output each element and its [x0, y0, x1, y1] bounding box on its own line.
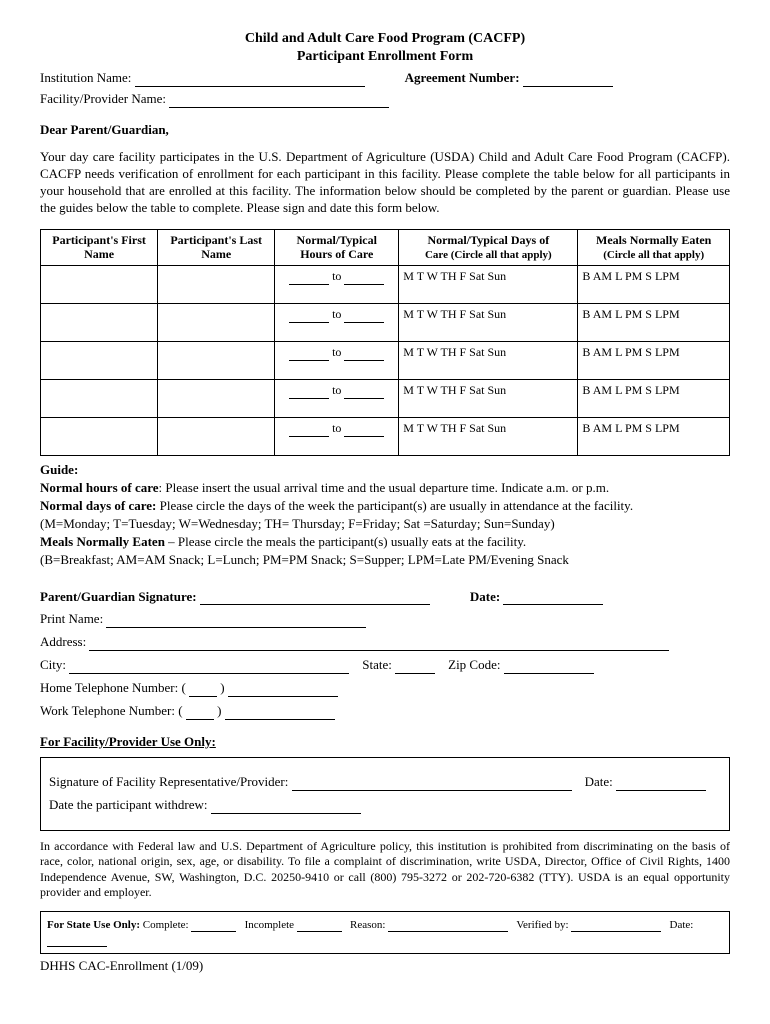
facility-input[interactable] [169, 94, 389, 108]
hours-cell[interactable]: to [275, 266, 399, 304]
agreement-label: Agreement Number: [405, 70, 520, 85]
meals-cell[interactable]: B AM L PM S LPM [578, 304, 730, 342]
home-area-input[interactable] [189, 683, 217, 697]
agreement-input[interactable] [523, 73, 613, 87]
participants-table: Participant's First Name Participant's L… [40, 229, 730, 457]
address-label: Address: [40, 634, 86, 649]
hours-cell[interactable]: to [275, 304, 399, 342]
zip-label: Zip Code: [448, 657, 500, 672]
meals-cell[interactable]: B AM L PM S LPM [578, 266, 730, 304]
state-input[interactable] [395, 660, 435, 674]
last-name-cell[interactable] [158, 266, 275, 304]
last-name-cell[interactable] [158, 418, 275, 456]
date-input[interactable] [503, 591, 603, 605]
last-name-cell[interactable] [158, 380, 275, 418]
institution-input[interactable] [135, 73, 365, 87]
days-cell[interactable]: M T W TH F Sat Sun [399, 380, 578, 418]
col-last: Participant's Last Name [158, 229, 275, 266]
guide-section: Guide: Normal hours of care: Please inse… [40, 462, 730, 568]
rep-sig-input[interactable] [292, 777, 572, 791]
salutation: Dear Parent/Guardian, [40, 122, 730, 139]
verified-input[interactable] [571, 918, 661, 932]
col-days: Normal/Typical Days of Care (Circle all … [399, 229, 578, 266]
hours-cell[interactable]: to [275, 418, 399, 456]
table-row: to M T W TH F Sat SunB AM L PM S LPM [41, 266, 730, 304]
rep-sig-label: Signature of Facility Representative/Pro… [49, 774, 288, 789]
first-name-cell[interactable] [41, 380, 158, 418]
work-area-input[interactable] [186, 706, 214, 720]
col-hours: Normal/Typical Hours of Care [275, 229, 399, 266]
letter-body: Your day care facility participates in t… [40, 149, 730, 217]
institution-label: Institution Name: [40, 70, 131, 85]
footer-text: DHHS CAC-Enrollment (1/09) [40, 958, 730, 975]
work-phone-label: Work Telephone Number: ( [40, 703, 183, 718]
days-cell[interactable]: M T W TH F Sat Sun [399, 342, 578, 380]
withdrew-label: Date the participant withdrew: [49, 797, 207, 812]
date-label: Date: [470, 589, 500, 604]
zip-input[interactable] [504, 660, 594, 674]
print-name-input[interactable] [106, 614, 366, 628]
program-name: Child and Adult Care Food Program (CACFP… [40, 30, 730, 48]
address-input[interactable] [89, 637, 669, 651]
reason-input[interactable] [388, 918, 508, 932]
incomplete-input[interactable] [297, 918, 342, 932]
withdrew-input[interactable] [211, 800, 361, 814]
meals-cell[interactable]: B AM L PM S LPM [578, 380, 730, 418]
meals-cell[interactable]: B AM L PM S LPM [578, 342, 730, 380]
col-first: Participant's First Name [41, 229, 158, 266]
city-label: City: [40, 657, 66, 672]
days-cell[interactable]: M T W TH F Sat Sun [399, 266, 578, 304]
first-name-cell[interactable] [41, 266, 158, 304]
col-meals: Meals Normally Eaten (Circle all that ap… [578, 229, 730, 266]
last-name-cell[interactable] [158, 342, 275, 380]
days-cell[interactable]: M T W TH F Sat Sun [399, 418, 578, 456]
facility-date-label: Date: [585, 774, 613, 789]
hours-cell[interactable]: to [275, 342, 399, 380]
first-name-cell[interactable] [41, 418, 158, 456]
facility-date-input[interactable] [616, 777, 706, 791]
signature-input[interactable] [200, 591, 430, 605]
table-row: to M T W TH F Sat SunB AM L PM S LPM [41, 304, 730, 342]
table-row: to M T W TH F Sat SunB AM L PM S LPM [41, 342, 730, 380]
facility-label: Facility/Provider Name: [40, 91, 166, 106]
first-name-cell[interactable] [41, 342, 158, 380]
state-label: State: [362, 657, 392, 672]
meals-cell[interactable]: B AM L PM S LPM [578, 418, 730, 456]
last-name-cell[interactable] [158, 304, 275, 342]
complete-input[interactable] [191, 918, 236, 932]
legal-text: In accordance with Federal law and U.S. … [40, 839, 730, 901]
hours-cell[interactable]: to [275, 380, 399, 418]
facility-header: For Facility/Provider Use Only: [40, 734, 730, 751]
sig-label: Parent/Guardian Signature: [40, 589, 197, 604]
form-title: Participant Enrollment Form [40, 48, 730, 66]
city-input[interactable] [69, 660, 349, 674]
print-label: Print Name: [40, 611, 103, 626]
facility-box: Signature of Facility Representative/Pro… [40, 757, 730, 831]
first-name-cell[interactable] [41, 304, 158, 342]
table-row: to M T W TH F Sat SunB AM L PM S LPM [41, 380, 730, 418]
work-phone-input[interactable] [225, 706, 335, 720]
home-phone-label: Home Telephone Number: ( [40, 680, 186, 695]
days-cell[interactable]: M T W TH F Sat Sun [399, 304, 578, 342]
state-date-input[interactable] [47, 933, 107, 947]
home-phone-input[interactable] [228, 683, 338, 697]
state-use-box: For State Use Only: Complete: Incomplete… [40, 911, 730, 954]
table-row: to M T W TH F Sat SunB AM L PM S LPM [41, 418, 730, 456]
